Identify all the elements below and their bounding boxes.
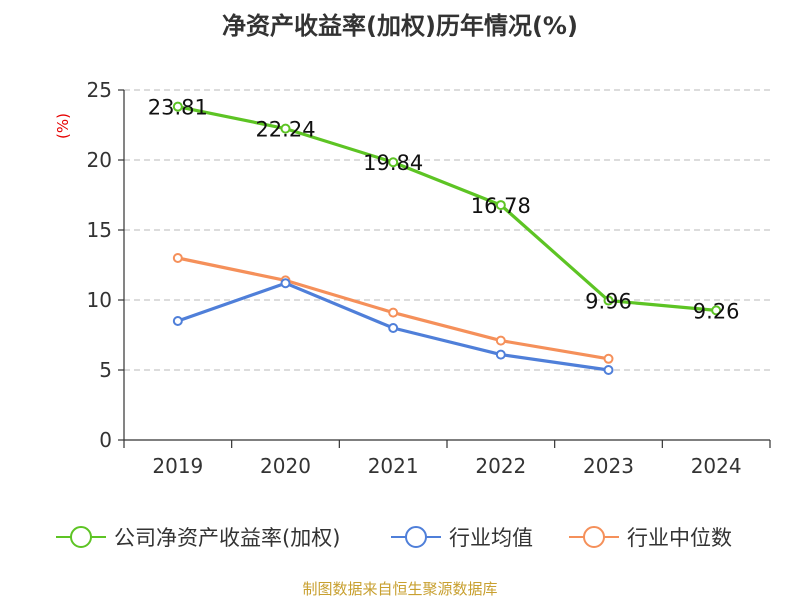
data-label: 23.81 <box>148 96 208 120</box>
x-tick-label: 2021 <box>368 454 419 478</box>
data-label: 16.78 <box>471 194 531 218</box>
grid-lines <box>124 89 770 371</box>
data-point <box>172 101 183 112</box>
legend[interactable]: 公司净资产收益率(加权) 行业均值 行业中位数 <box>56 526 732 550</box>
series-group <box>172 101 722 375</box>
y-tick-label: 15 <box>87 218 112 242</box>
data-point <box>280 123 291 134</box>
legend-item[interactable]: 行业均值 <box>391 526 533 550</box>
data-point <box>495 335 506 346</box>
x-tick-label: 2023 <box>583 454 634 478</box>
data-point <box>172 316 183 326</box>
legend-label: 行业中位数 <box>627 526 732 550</box>
y-axis-label: (%) <box>54 113 72 139</box>
legend-marker <box>70 526 92 548</box>
data-point <box>603 365 614 375</box>
legend-marker <box>583 526 605 548</box>
data-point <box>388 307 399 318</box>
data-point <box>711 305 722 316</box>
data-point <box>280 278 291 289</box>
tick-labels: 0 5 10 15 20 25 2019 2020 2021 2022 2023 2024 <box>87 78 742 478</box>
x-tick-label: 2019 <box>152 454 203 478</box>
data-label: 19.84 <box>363 151 423 175</box>
series-line <box>176 105 718 312</box>
data-point <box>172 253 183 263</box>
data-labels: 23.81 22.24 19.84 16.78 9.96 9.26 <box>148 96 740 324</box>
legend-item[interactable]: 公司净资产收益率(加权) <box>56 526 340 550</box>
y-tick-label: 0 <box>99 428 112 452</box>
data-point <box>388 323 399 333</box>
data-label: 22.24 <box>255 118 315 142</box>
legend-item[interactable]: 行业中位数 <box>569 526 732 550</box>
data-label: 9.26 <box>693 299 740 323</box>
y-tick-label: 5 <box>99 358 112 382</box>
chart-title: 净资产收益率(加权)历年情况(%) <box>222 12 578 40</box>
y-tick-label: 25 <box>87 78 112 102</box>
x-tick-label: 2020 <box>260 454 311 478</box>
legend-marker <box>405 526 427 548</box>
x-tick-label: 2022 <box>475 454 526 478</box>
y-tick-label: 10 <box>87 288 112 312</box>
y-tick-label: 20 <box>87 148 112 172</box>
data-label: 9.96 <box>585 290 632 314</box>
data-point <box>603 353 614 364</box>
axes <box>118 89 771 448</box>
legend-label: 行业均值 <box>449 526 533 550</box>
source-note: 制图数据来自恒生聚源数据库 <box>302 580 497 598</box>
legend-label: 公司净资产收益率(加权) <box>114 526 340 550</box>
data-point <box>603 295 614 306</box>
data-point <box>388 157 399 168</box>
x-tick-label: 2024 <box>691 454 742 478</box>
data-point <box>495 349 506 360</box>
data-point <box>495 200 506 211</box>
